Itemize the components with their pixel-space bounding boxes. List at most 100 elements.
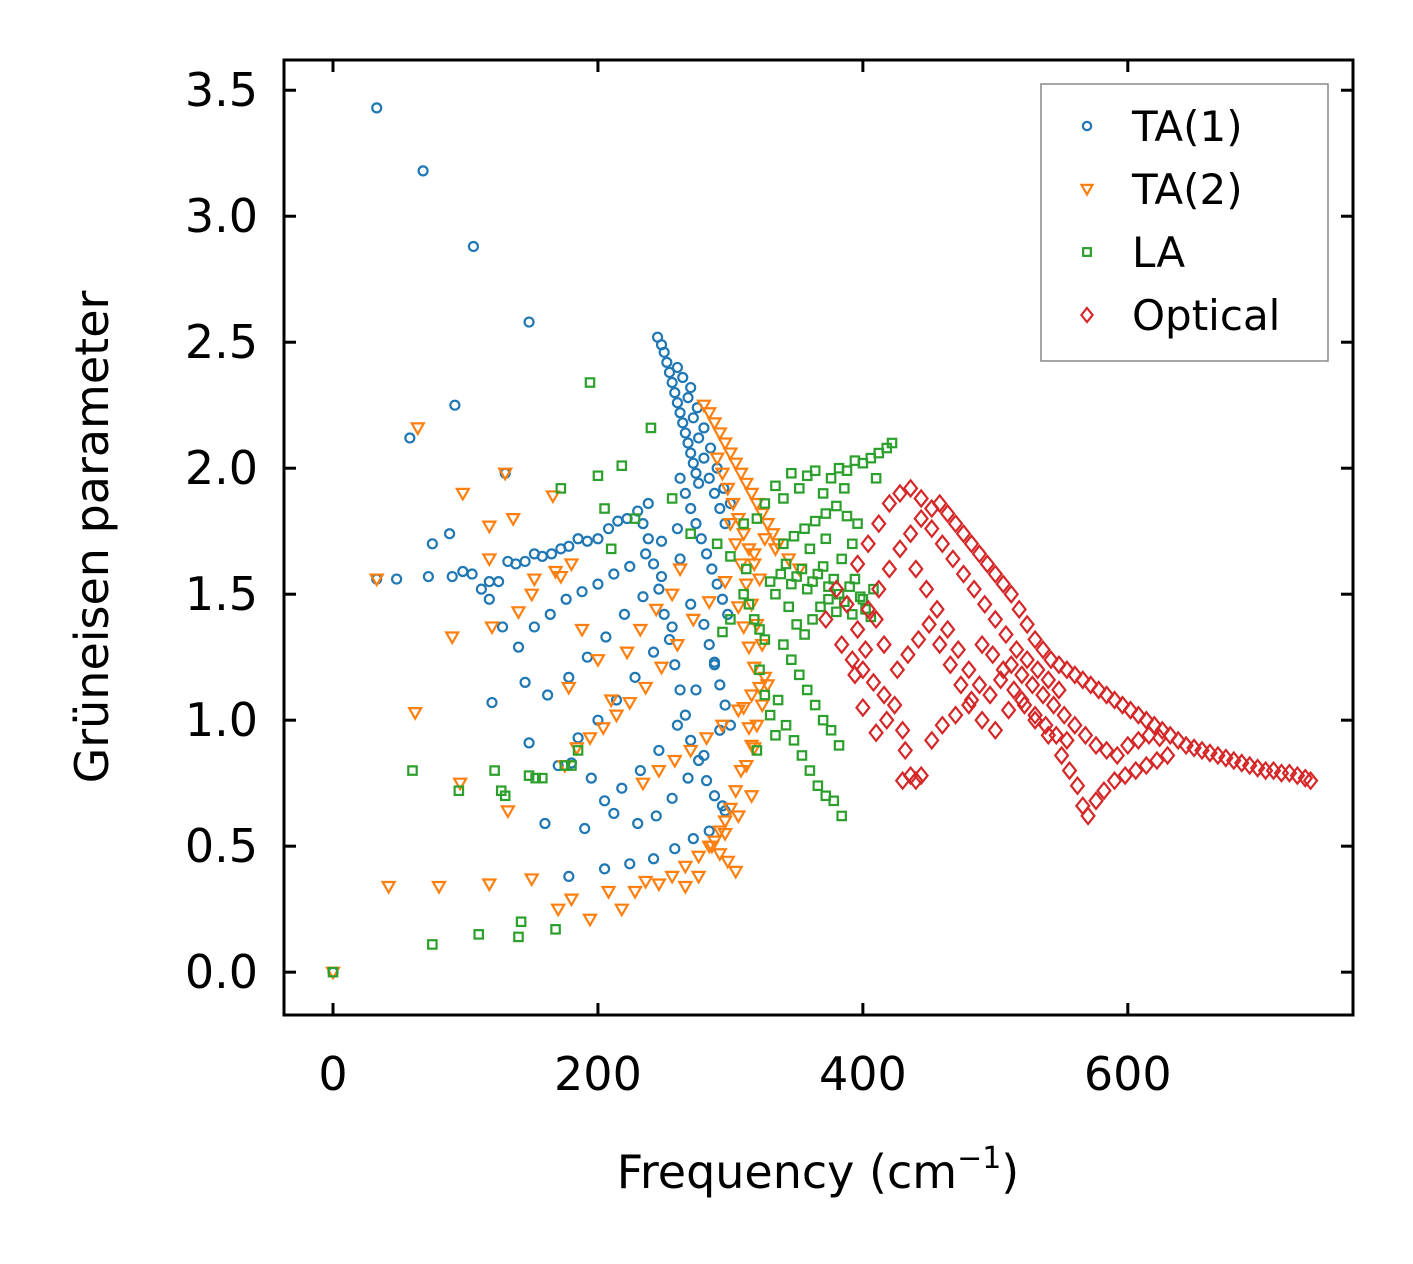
data-point	[637, 591, 649, 603]
data-point	[602, 523, 615, 535]
data-point	[658, 346, 670, 358]
data-point	[1241, 755, 1258, 776]
data-point	[812, 780, 824, 791]
y-tick-label: 1.0	[185, 693, 258, 747]
data-point	[923, 518, 940, 539]
data-point	[1074, 670, 1091, 690]
data-point	[1077, 725, 1094, 746]
data-point	[663, 366, 676, 379]
data-point	[865, 672, 882, 693]
axis-ticks-layer	[284, 60, 1353, 1015]
data-point	[701, 596, 718, 610]
data-point	[409, 422, 426, 437]
data-point	[655, 570, 668, 583]
data-point	[889, 660, 906, 680]
data-point	[756, 533, 773, 547]
data-point	[1225, 750, 1242, 771]
data-point	[778, 493, 789, 504]
data-point	[870, 472, 882, 484]
data-point	[473, 929, 485, 940]
data-point	[947, 705, 964, 725]
data-point	[1096, 780, 1112, 801]
data-point	[786, 467, 797, 479]
data-point	[1154, 720, 1171, 741]
data-point	[703, 472, 715, 484]
data-point	[642, 497, 654, 510]
data-point	[422, 570, 434, 583]
data-point	[674, 684, 686, 696]
data-point	[650, 810, 662, 822]
data-point	[1048, 725, 1065, 746]
data-point	[1056, 705, 1073, 725]
data-point	[690, 850, 707, 865]
data-point	[817, 609, 834, 630]
data-point	[735, 621, 752, 636]
data-point	[1170, 730, 1186, 751]
data-point	[327, 966, 339, 978]
data-point	[618, 608, 631, 620]
data-point	[825, 724, 837, 736]
data-point	[1069, 775, 1086, 796]
data-point	[1149, 750, 1165, 771]
data-point	[582, 913, 598, 928]
data-point	[809, 515, 821, 527]
series-la	[327, 377, 898, 978]
data-point	[714, 467, 731, 482]
data-point	[539, 817, 551, 830]
legend-marker	[1079, 306, 1095, 324]
data-point	[584, 377, 596, 388]
data-point	[603, 694, 620, 709]
data-point	[555, 483, 567, 494]
data-point	[1130, 730, 1147, 751]
data-point	[892, 539, 908, 559]
data-point	[1016, 695, 1033, 715]
data-point	[743, 487, 760, 502]
data-point	[700, 548, 713, 560]
data-point	[1127, 760, 1144, 781]
data-point	[380, 880, 397, 895]
data-point	[733, 467, 749, 482]
data-point	[1027, 629, 1043, 650]
data-point	[1035, 639, 1051, 660]
data-point	[600, 885, 617, 900]
data-point	[696, 399, 712, 414]
data-point	[1098, 685, 1115, 705]
data-point	[647, 646, 660, 658]
data-point	[677, 880, 694, 895]
data-point	[1281, 763, 1298, 783]
data-point	[855, 660, 871, 680]
data-point	[815, 601, 826, 613]
data-point	[733, 764, 749, 779]
data-point	[923, 730, 940, 751]
data-point	[748, 614, 760, 625]
data-point	[598, 863, 611, 875]
data-point	[1138, 710, 1155, 730]
data-point	[483, 593, 495, 605]
data-point	[647, 853, 660, 865]
data-point	[847, 665, 863, 685]
data-point	[939, 619, 956, 640]
data-point	[600, 631, 612, 643]
data-point	[738, 477, 755, 492]
data-point	[796, 563, 808, 575]
data-point	[661, 356, 673, 368]
data-point	[786, 654, 797, 666]
data-point	[764, 709, 776, 721]
data-point	[738, 578, 755, 593]
data-point	[693, 754, 705, 767]
data-point	[1019, 649, 1035, 670]
data-point	[966, 579, 982, 599]
data-point	[804, 543, 816, 555]
legend-entry: TA(2)	[1079, 165, 1243, 214]
data-point	[942, 654, 959, 675]
data-point	[828, 579, 845, 599]
data-point	[486, 696, 498, 709]
data-point	[725, 497, 741, 512]
data-point	[526, 573, 543, 588]
data-point	[523, 737, 535, 749]
data-point	[931, 634, 948, 655]
data-point	[939, 503, 956, 524]
x-axis-label-superscript: −1	[957, 1141, 1001, 1176]
data-point	[674, 472, 686, 484]
data-point	[1024, 675, 1041, 695]
